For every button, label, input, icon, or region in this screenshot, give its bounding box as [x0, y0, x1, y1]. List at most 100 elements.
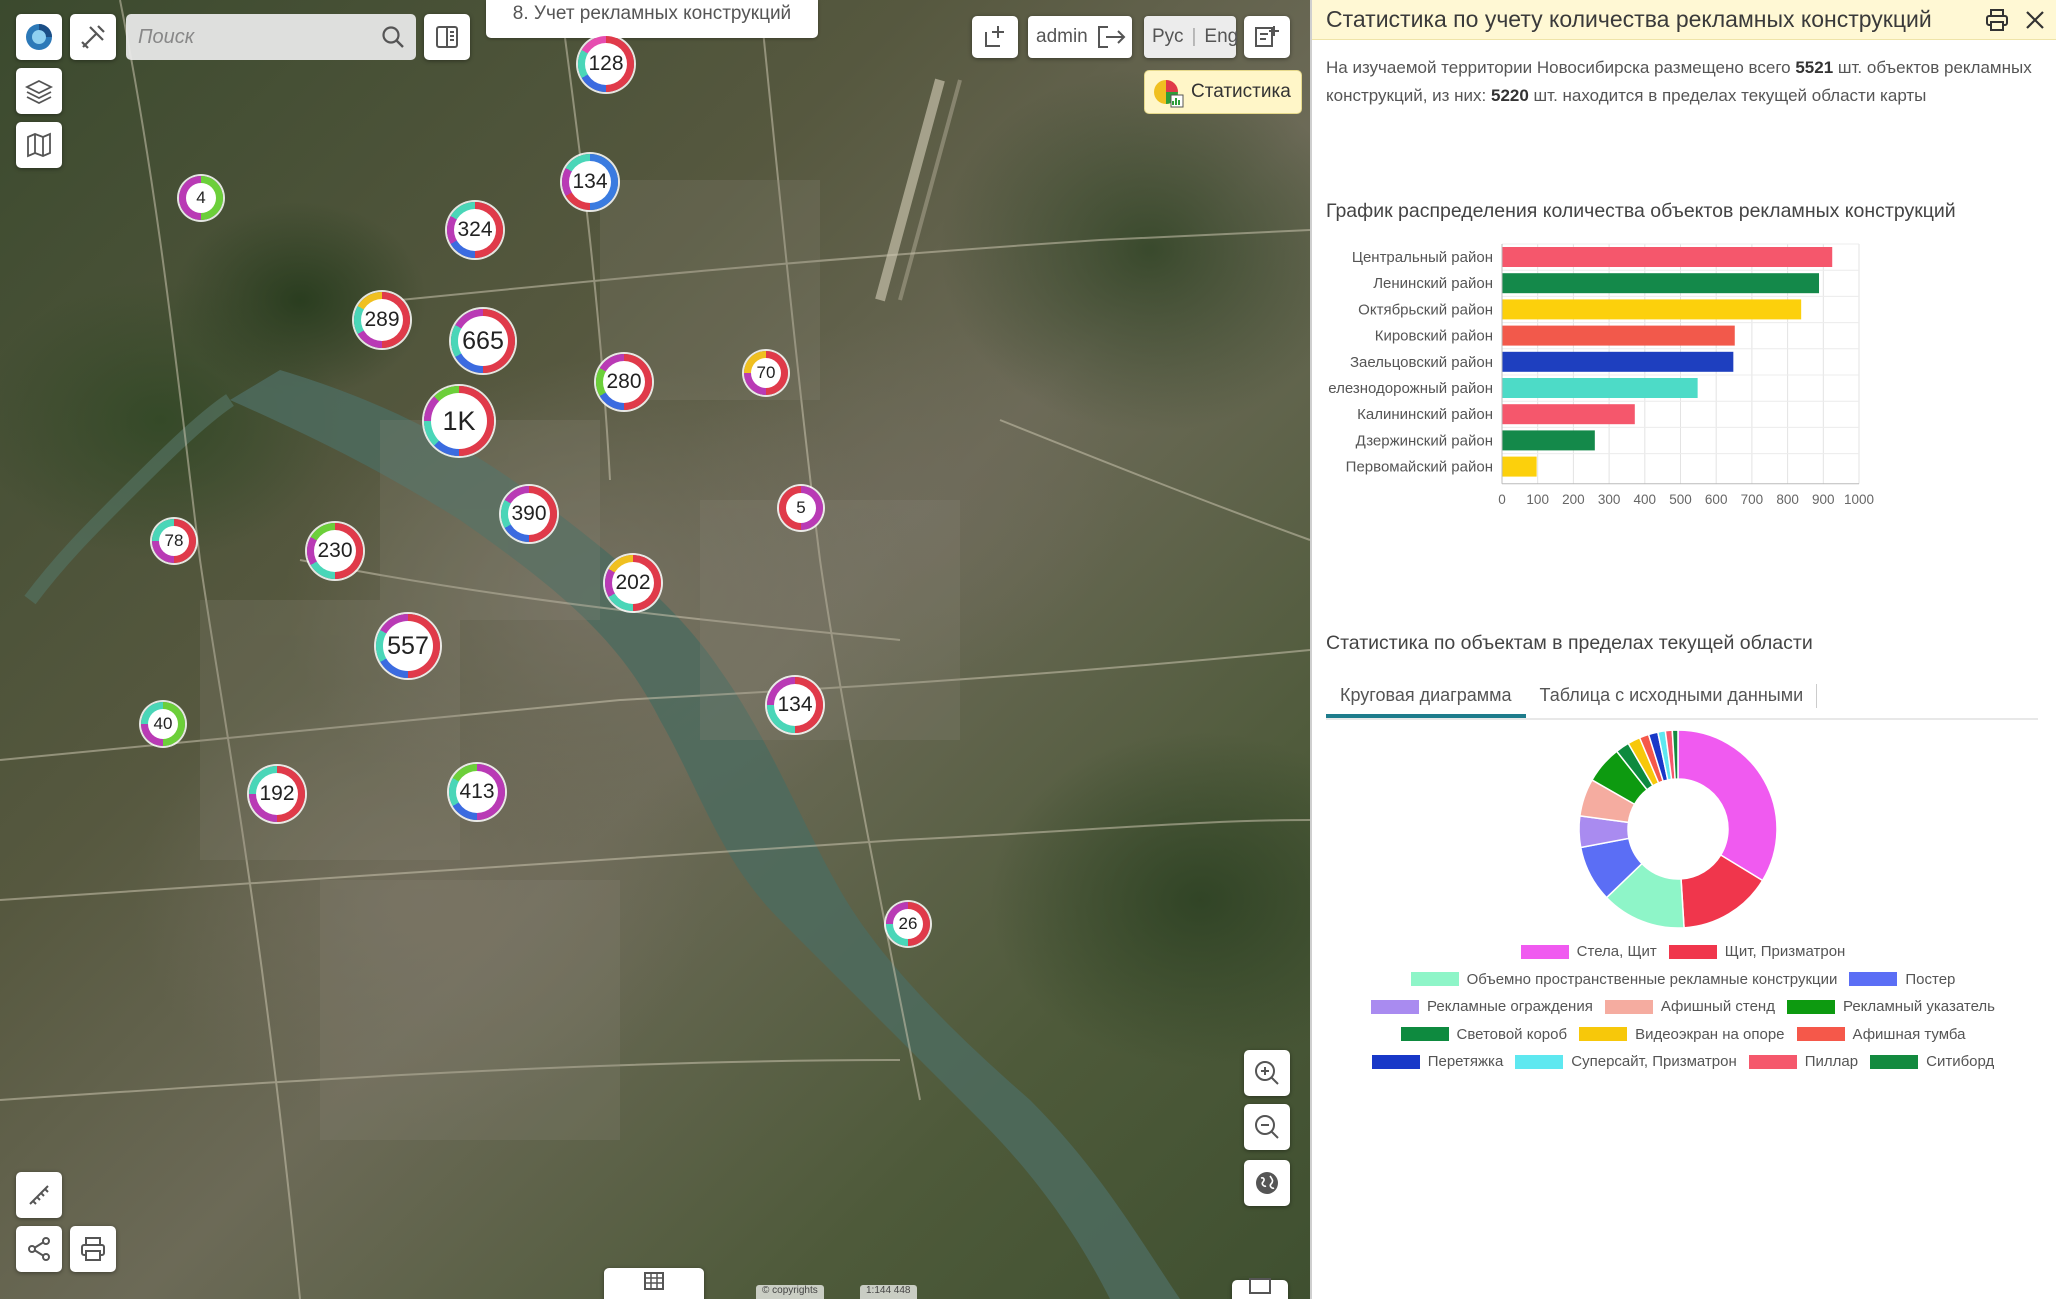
donut-slice[interactable] [1677, 729, 1778, 882]
search-field[interactable] [126, 14, 416, 60]
close-icon [2026, 11, 2044, 29]
lang-ru[interactable]: Рус [1152, 26, 1184, 47]
bar[interactable] [1502, 273, 1820, 294]
summary-middle: шт. объектов рекламных конструкций, из н… [1326, 58, 2032, 105]
cluster-marker[interactable]: 289 [354, 292, 410, 348]
legend-item[interactable]: Афишная тумба [1796, 1026, 1965, 1043]
search-icon[interactable] [380, 24, 406, 50]
bar[interactable] [1502, 456, 1537, 477]
x-tick-label: 300 [1598, 492, 1621, 507]
legend-item[interactable]: Стела, Щит [1520, 943, 1657, 960]
tools-button[interactable] [70, 14, 116, 60]
legend-swatch [1515, 1054, 1564, 1069]
legend-row: Стела, Щит Щит, Призматрон [1330, 938, 2036, 966]
legend-item[interactable]: Световой короб [1400, 1025, 1568, 1043]
layers-button[interactable] [16, 68, 62, 114]
cluster-marker[interactable]: 70 [744, 351, 788, 395]
legend-item[interactable]: Рекламный указатель [1786, 998, 1995, 1016]
donut-slice[interactable] [1671, 729, 1679, 780]
cluster-marker[interactable]: 1K [424, 386, 494, 456]
lang-en[interactable]: Eng [1204, 26, 1239, 47]
cluster-count: 134 [774, 684, 816, 726]
tab-source-table[interactable]: Таблица с исходными данными [1526, 674, 1818, 718]
search-input[interactable] [138, 25, 368, 49]
bar[interactable] [1502, 247, 1833, 267]
basemap-button[interactable] [16, 122, 62, 168]
close-panel-button[interactable] [2020, 5, 2050, 35]
full-extent-button[interactable] [1244, 1160, 1290, 1206]
overview-map-button[interactable] [1232, 1278, 1288, 1299]
cluster-marker[interactable]: 26 [886, 902, 930, 946]
legend-row: Световой короб Видеоэкран на опоре Афишная… [1330, 1021, 2036, 1049]
language-switch[interactable]: Рус | Eng [1144, 16, 1238, 58]
legend-swatch [1668, 944, 1717, 959]
cluster-marker[interactable]: 4 [179, 176, 223, 220]
legend-label: Видеоэкран на опоре [1635, 1025, 1785, 1043]
zoom-in-button[interactable] [1244, 1050, 1290, 1096]
cluster-marker[interactable]: 390 [501, 486, 557, 542]
statistics-button[interactable]: Статистика [1144, 70, 1302, 114]
legend-item[interactable]: Перетяжка [1371, 1053, 1503, 1070]
cluster-marker[interactable]: 192 [249, 766, 305, 822]
widgets-button[interactable] [1244, 16, 1290, 58]
legend-label: Рекламный указатель [1842, 998, 1995, 1016]
cluster-marker[interactable]: 280 [596, 354, 652, 410]
cluster-marker[interactable]: 202 [605, 555, 661, 611]
cluster-count: 665 [458, 316, 508, 366]
user-box[interactable]: admin [1028, 16, 1132, 58]
legend-item[interactable]: Щит, Призматрон [1668, 943, 1845, 960]
cluster-marker[interactable]: 5 [779, 486, 823, 530]
x-tick-label: 1000 [1844, 492, 1874, 507]
app-logo[interactable] [16, 14, 62, 60]
draw-area-button[interactable] [972, 16, 1018, 58]
legend-item[interactable]: Суперсайт, Призматрон [1515, 1053, 1737, 1070]
legend-label: Постер [1905, 970, 1956, 988]
legend-row: Перетяжка Суперсайт, Призматрон Пиллар Сити… [1330, 1048, 2036, 1076]
cluster-marker[interactable]: 413 [449, 764, 505, 820]
logout-icon[interactable] [1094, 22, 1128, 52]
legend-item[interactable]: Объемно пространственные рекламные конст… [1410, 971, 1837, 988]
legend-item[interactable]: Ситиборд [1870, 1053, 1994, 1070]
tab-pie-chart[interactable]: Круговая диаграмма [1326, 674, 1526, 718]
panel-toggle-button[interactable] [424, 14, 470, 60]
user-name: admin [1036, 26, 1088, 47]
legend-item[interactable]: Видеоэкран на опоре [1579, 1025, 1785, 1043]
cluster-marker[interactable]: 230 [307, 523, 363, 579]
cluster-marker[interactable]: 665 [451, 309, 515, 373]
cluster-count: 289 [361, 299, 403, 341]
share-icon [28, 1237, 50, 1261]
bar[interactable] [1502, 404, 1635, 425]
bar[interactable] [1502, 430, 1595, 451]
map-view[interactable]: 8. Учет рекламных конструкций admin Рус … [0, 0, 1310, 1299]
cluster-marker[interactable]: 78 [152, 519, 196, 563]
summary-text: На изучаемой территории Новосибирска раз… [1312, 40, 2056, 110]
cluster-marker[interactable]: 128 [578, 36, 634, 92]
cluster-marker[interactable]: 134 [562, 154, 618, 210]
bar[interactable] [1502, 299, 1802, 320]
legend-item[interactable]: Постер [1849, 971, 1955, 988]
bar[interactable] [1502, 325, 1735, 346]
tab-divider [1816, 684, 1818, 708]
legend-row: Объемно пространственные рекламные конст… [1330, 966, 2036, 994]
legend-label: Световой короб [1456, 1025, 1568, 1043]
zoom-out-button[interactable] [1244, 1104, 1290, 1150]
legend-swatch [1520, 944, 1569, 959]
bar[interactable] [1502, 351, 1734, 372]
share-button[interactable] [16, 1226, 62, 1272]
measure-button[interactable] [16, 1172, 62, 1218]
panel-header: Статистика по учету количества рекламных… [1312, 0, 2056, 40]
cluster-marker[interactable]: 134 [767, 677, 823, 733]
legend-item[interactable]: Афишный стенд [1604, 998, 1775, 1015]
legend-item[interactable]: Рекламные ограждения [1371, 998, 1593, 1015]
bar[interactable] [1502, 378, 1698, 398]
print-map-button[interactable] [70, 1226, 116, 1272]
legend-item[interactable]: Пиллар [1748, 1053, 1858, 1070]
print-panel-button[interactable] [1982, 5, 2012, 35]
cluster-marker[interactable]: 40 [141, 702, 185, 746]
y-tick-label: Дзержинский район [1356, 432, 1493, 449]
cluster-marker[interactable]: 557 [376, 614, 440, 678]
pie-chart-icon [1154, 80, 1184, 108]
attribute-table-button[interactable] [604, 1268, 704, 1299]
x-tick-label: 500 [1669, 492, 1692, 507]
cluster-marker[interactable]: 324 [447, 202, 503, 258]
